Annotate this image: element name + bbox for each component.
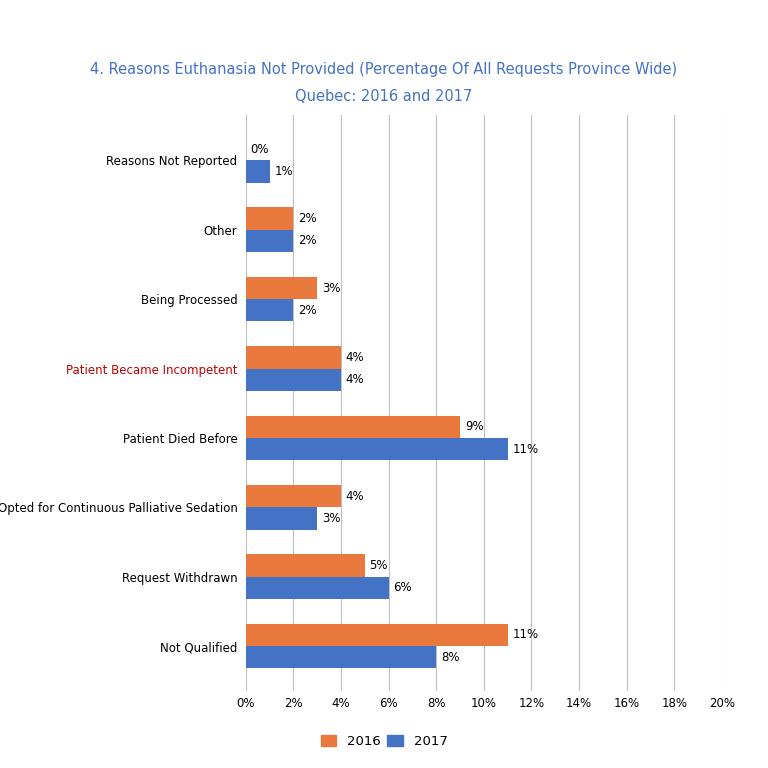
Bar [246, 646, 436, 668]
Text: 2%: 2% [298, 234, 316, 247]
Text: 3%: 3% [322, 512, 340, 525]
Text: 11%: 11% [512, 628, 538, 641]
Text: 3%: 3% [322, 282, 340, 294]
Bar [246, 577, 389, 599]
Bar [246, 230, 293, 252]
Text: 2%: 2% [298, 212, 316, 225]
Text: 8%: 8% [441, 650, 459, 664]
Bar [246, 346, 341, 369]
Bar [246, 438, 508, 460]
Bar [246, 415, 460, 438]
Bar [246, 277, 317, 299]
Bar [246, 299, 293, 321]
Bar [246, 161, 270, 183]
Text: 4%: 4% [346, 373, 364, 386]
Bar [246, 207, 293, 230]
Text: 4%: 4% [346, 490, 364, 503]
Text: 5%: 5% [369, 559, 388, 572]
Text: 4. Reasons Euthanasia Not Provided (Percentage Of All Requests Province Wide): 4. Reasons Euthanasia Not Provided (Perc… [91, 61, 677, 77]
Text: 0%: 0% [250, 143, 269, 156]
Bar [246, 508, 317, 529]
Text: 2%: 2% [298, 303, 316, 316]
Bar [246, 369, 341, 391]
Text: Quebec: 2016 and 2017: Quebec: 2016 and 2017 [296, 88, 472, 104]
Text: 11%: 11% [512, 442, 538, 455]
Legend: 2016, 2017: 2016, 2017 [315, 730, 453, 753]
Bar [246, 554, 365, 577]
Text: 4%: 4% [346, 351, 364, 364]
Text: 9%: 9% [465, 420, 483, 433]
Bar [246, 485, 341, 508]
Bar [246, 624, 508, 646]
Text: 1%: 1% [274, 165, 293, 178]
Text: 6%: 6% [393, 581, 412, 594]
